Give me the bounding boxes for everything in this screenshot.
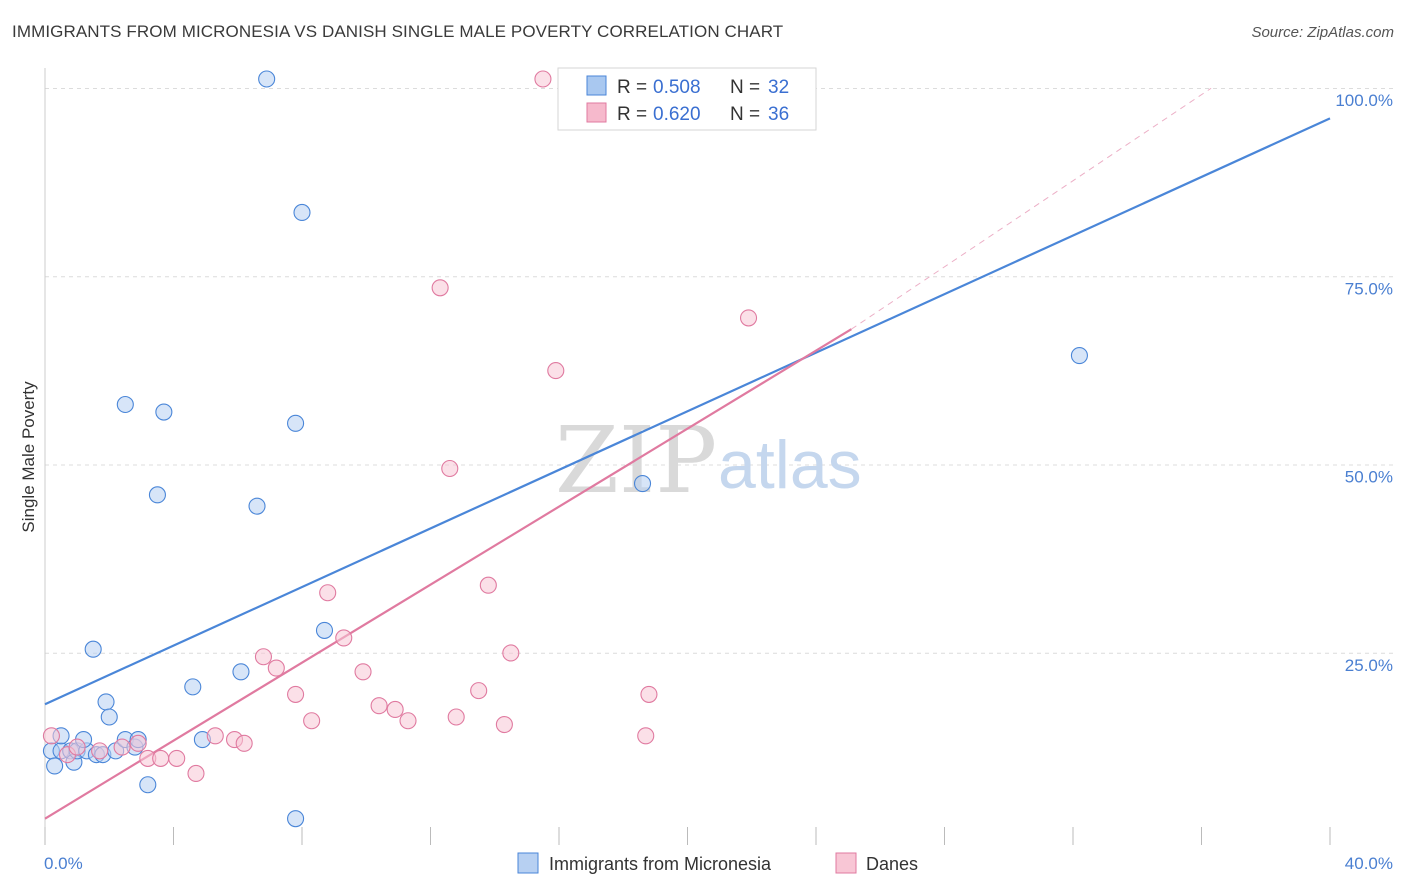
danes-point bbox=[267, 659, 285, 677]
danes-point bbox=[495, 715, 513, 734]
danes-point bbox=[502, 644, 520, 662]
axes bbox=[44, 68, 1331, 845]
legend-n-label-2: N = bbox=[730, 104, 765, 125]
micronesia-point bbox=[84, 640, 102, 658]
danes-point bbox=[386, 700, 404, 719]
y-tick-label: 25.0% bbox=[1345, 656, 1393, 675]
micronesia-point bbox=[116, 395, 134, 414]
danes-point bbox=[129, 734, 147, 752]
micronesia-point bbox=[1070, 346, 1088, 365]
danes-point bbox=[152, 749, 170, 767]
micronesia-point bbox=[148, 486, 166, 504]
danes-point bbox=[113, 738, 131, 756]
x-tick-label: 0.0% bbox=[44, 854, 83, 873]
legend-r-label-1: R = bbox=[617, 77, 652, 98]
tick-labels: 25.0% 50.0% 75.0% 100.0% 0.0% 40.0% bbox=[44, 91, 1393, 873]
micronesia-point bbox=[97, 693, 115, 711]
danes-point bbox=[470, 682, 488, 700]
danes-point bbox=[637, 727, 655, 745]
danes-point bbox=[739, 309, 758, 327]
trendline bbox=[44, 117, 1331, 706]
stats-legend: R = 0.508 N = 32 R = 0.620 N = 36 bbox=[557, 67, 817, 131]
danes-point bbox=[187, 764, 205, 783]
legend-n-value-2: 36 bbox=[768, 104, 789, 125]
danes-point bbox=[640, 685, 658, 703]
danes-point bbox=[431, 279, 449, 297]
danes-point bbox=[206, 727, 224, 745]
danes-point bbox=[354, 663, 372, 681]
series-legend: Immigrants from Micronesia Danes bbox=[517, 852, 918, 874]
danes-point bbox=[534, 70, 552, 88]
micronesia-point bbox=[248, 497, 266, 515]
y-tick-label: 75.0% bbox=[1345, 279, 1393, 298]
danes-point bbox=[447, 708, 465, 726]
micronesia-point bbox=[293, 203, 311, 222]
legend-n-value-1: 32 bbox=[768, 77, 789, 98]
danes-point bbox=[547, 362, 565, 380]
legend-r-value-2: 0.620 bbox=[653, 104, 701, 125]
y-tick-label: 100.0% bbox=[1335, 91, 1393, 110]
y-tick-label: 50.0% bbox=[1345, 468, 1393, 487]
legend-r-label-2: R = bbox=[617, 104, 652, 125]
micronesia-point bbox=[258, 70, 276, 88]
bottom-legend-label-micronesia: Immigrants from Micronesia bbox=[549, 854, 772, 874]
micronesia-point bbox=[633, 475, 652, 493]
danes-point bbox=[68, 738, 86, 756]
trendline bbox=[44, 328, 852, 820]
watermark: ZIP atlas bbox=[555, 407, 862, 514]
micronesia-point bbox=[100, 708, 118, 726]
danes-point bbox=[168, 749, 186, 767]
legend-r-value-1: 0.508 bbox=[653, 77, 701, 98]
chart-title: IMMIGRANTS FROM MICRONESIA VS DANISH SIN… bbox=[12, 22, 784, 41]
micronesia-point bbox=[46, 757, 64, 775]
trendlines bbox=[44, 87, 1331, 820]
danes-point bbox=[335, 629, 353, 647]
legend-n-label-1: N = bbox=[730, 77, 765, 98]
danes-point bbox=[479, 576, 497, 594]
danes-point bbox=[287, 685, 305, 703]
bottom-legend-swatch-micronesia bbox=[517, 852, 539, 874]
grid bbox=[45, 88, 1394, 654]
watermark-atlas: atlas bbox=[718, 427, 862, 503]
micronesia-point bbox=[287, 810, 305, 828]
micronesia-point bbox=[315, 621, 334, 639]
micronesia-point bbox=[155, 403, 173, 421]
danes-point bbox=[303, 712, 321, 730]
micronesia-point bbox=[287, 414, 305, 432]
legend-swatch-danes bbox=[586, 102, 607, 123]
legend-swatch-micronesia bbox=[586, 75, 607, 96]
bottom-legend-swatch-danes bbox=[835, 852, 857, 874]
micronesia-point bbox=[139, 776, 157, 794]
danes-point bbox=[370, 697, 388, 715]
danes-point bbox=[319, 584, 337, 602]
x-tick-label: 40.0% bbox=[1345, 854, 1393, 873]
bottom-legend-label-danes: Danes bbox=[866, 854, 918, 874]
danes-point bbox=[91, 742, 109, 760]
danes-point bbox=[399, 712, 417, 730]
danes-point bbox=[254, 648, 273, 666]
y-axis-label: Single Male Poverty bbox=[19, 381, 38, 533]
micronesia-point bbox=[232, 663, 250, 681]
source-label: Source: ZipAtlas.com bbox=[1251, 24, 1394, 41]
micronesia-point bbox=[184, 678, 202, 696]
danes-point bbox=[235, 734, 253, 752]
danes-point bbox=[42, 727, 60, 745]
trendline-danes-extension bbox=[851, 87, 1212, 330]
danes-point bbox=[441, 459, 459, 478]
